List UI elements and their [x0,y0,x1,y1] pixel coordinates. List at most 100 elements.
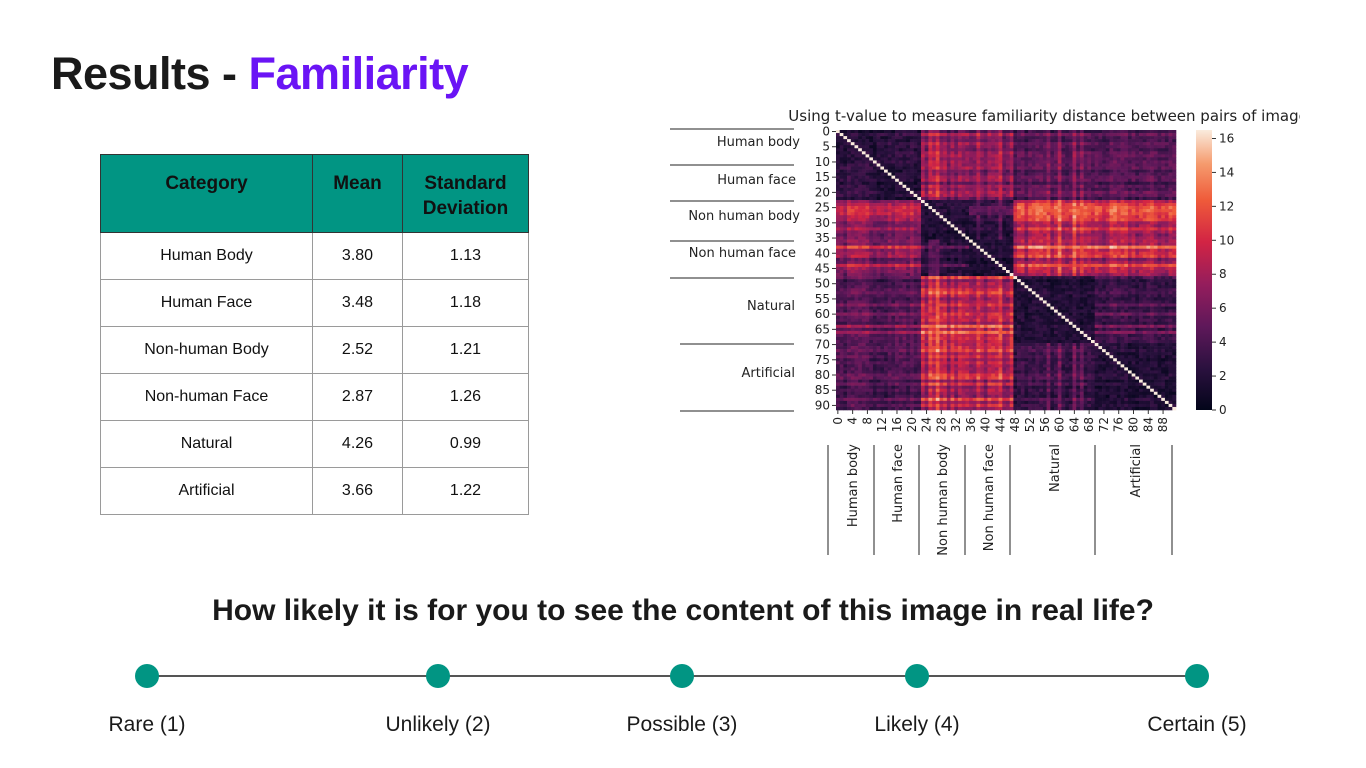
heatmap-cell [895,270,900,274]
heatmap-cell [1087,151,1092,155]
heatmap-cell [869,212,874,216]
heatmap-cell [994,212,999,216]
heatmap-cell [902,142,907,146]
heatmap-cell [1061,212,1066,216]
heatmap-cell [1054,282,1059,286]
heatmap-cell [1006,166,1010,170]
heatmap-cell [921,187,925,192]
heatmap-cell [1013,187,1018,192]
heatmap-cell [1131,263,1136,268]
heatmap-cell [980,175,985,179]
heatmap-cell [891,224,896,228]
heatmap-cell [1020,266,1025,271]
heatmap-cell [850,239,855,243]
heatmap-cell [1150,263,1155,268]
heatmap-cell [865,209,870,213]
heatmap-cell [1091,276,1095,280]
heatmap-cell [858,257,863,262]
heatmap-cell [972,175,977,179]
heatmap-cell [1042,212,1047,216]
heatmap-cell [994,190,999,195]
heatmap-cell [1035,151,1040,155]
heatmap-cell [987,139,992,143]
heatmap-cell [1094,130,1099,134]
heatmap-cell [1028,209,1033,213]
heatmap-cell [1153,285,1158,289]
heatmap-cell [1009,133,1014,137]
heatmap-cell [869,175,874,179]
heatmap-cell [1057,206,1062,210]
heatmap-cell [1057,196,1062,201]
heatmap-cell [961,212,966,216]
heatmap-cell [847,212,852,216]
heatmap-cell [895,260,900,265]
heatmap-cell [957,154,962,158]
heatmap-cell [909,163,914,167]
heatmap-cell [1024,248,1029,253]
heatmap-cell [872,209,877,213]
heatmap-cell [972,236,977,240]
heatmap-cell [1061,172,1066,176]
heatmap-cell [1028,282,1033,286]
heatmap-cell [843,276,848,280]
heatmap-cell [939,193,944,198]
heatmap-cell [1113,139,1118,143]
heatmap-cell [891,193,896,198]
heatmap-cell [902,230,907,234]
heatmap-cell [1127,175,1132,179]
heatmap-cell [957,291,962,295]
heatmap-cell [913,224,918,228]
heatmap-cell [1087,276,1092,280]
heatmap-cell [1139,203,1144,207]
heatmap-cell [836,209,840,213]
heatmap-cell [861,136,866,140]
heatmap-cell [858,139,863,143]
heatmap-cell [847,181,852,186]
heatmap-cell [994,209,999,213]
heatmap-cell [1050,266,1055,271]
heatmap-cell [924,184,929,189]
heatmap-cell [869,270,874,274]
heatmap-cell [1161,288,1166,292]
heatmap-cell [921,285,925,289]
heatmap-cell [939,282,944,286]
heatmap-cell [969,245,974,249]
heatmap-cell [1172,273,1177,277]
heatmap-cell [1068,130,1073,134]
heatmap-cell [887,166,892,170]
heatmap-cell [965,285,970,289]
heatmap-cell [887,172,892,176]
heatmap-cell [1013,166,1018,170]
heatmap-cell [1131,224,1136,228]
heatmap-cell [858,209,863,213]
heatmap-cell [880,130,885,134]
heatmap-cell [902,139,907,143]
heatmap-cell [1061,239,1066,243]
heatmap-cell [928,151,933,155]
heatmap-cell [1028,242,1033,246]
heatmap-cell [843,251,848,256]
heatmap-cell [1087,187,1092,192]
heatmap-cell [898,151,903,155]
heatmap-cell [1054,196,1059,201]
heatmap-cell [839,233,844,237]
heatmap-cell [935,251,940,256]
heatmap-cell [991,273,996,277]
heatmap-cell [972,181,977,186]
heatmap-cell [865,285,870,289]
heatmap-cell [1113,221,1118,225]
heatmap-cell [1042,139,1047,143]
heatmap-cell [1042,160,1047,164]
heatmap-cell [1124,209,1129,213]
heatmap-cell [1068,215,1073,219]
heatmap-cell [906,215,911,219]
heatmap-cell [891,133,896,137]
heatmap-cell [924,209,929,213]
heatmap-cell [869,236,874,240]
heatmap-cell [932,239,937,243]
heatmap-cell [1017,224,1022,228]
heatmap-cell [891,218,896,222]
heatmap-cell [884,154,889,158]
heatmap-cell [865,163,870,167]
heatmap-cell [1135,233,1140,237]
